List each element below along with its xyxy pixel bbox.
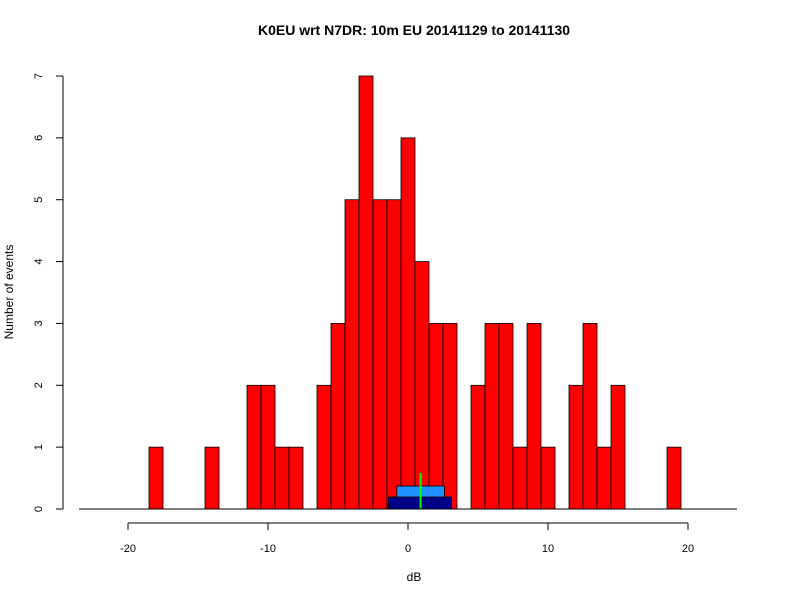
summary-markers [387, 473, 452, 510]
y-tick-label: 0 [33, 506, 45, 512]
y-tick-label: 1 [33, 444, 45, 450]
histogram-bar [414, 261, 430, 510]
x-tick-label: 0 [405, 543, 411, 555]
histogram-bar [316, 384, 332, 510]
x-axis-label: dB [407, 570, 422, 584]
histogram-bar [428, 323, 444, 510]
histogram-bar [512, 446, 528, 510]
histogram-bar [498, 323, 514, 510]
y-tick-label: 2 [33, 382, 45, 388]
histogram-bar [442, 323, 458, 510]
histogram-bar [330, 323, 346, 510]
histogram-bar [666, 446, 682, 510]
y-axis-label: Number of events [2, 245, 16, 340]
histogram-bar [344, 199, 360, 510]
x-tick-label: -10 [260, 543, 276, 555]
histogram-bar [148, 446, 164, 510]
histogram-bar [540, 446, 556, 510]
x-tick-label: -20 [120, 543, 136, 555]
histogram-bar [260, 384, 276, 510]
histogram-bar [526, 323, 542, 510]
histogram-bar [610, 384, 626, 510]
histogram-bar [204, 446, 220, 510]
x-tick-label: 10 [542, 543, 554, 555]
y-tick-label: 3 [33, 320, 45, 326]
y-tick-label: 6 [33, 135, 45, 141]
bars-group [148, 75, 682, 510]
y-tick-label: 7 [33, 73, 45, 79]
histogram-bar [568, 384, 584, 510]
histogram-bar [274, 446, 290, 510]
histogram-bar [288, 446, 304, 510]
histogram-bar [246, 384, 262, 510]
y-tick-label: 4 [33, 259, 45, 265]
histogram-bar [484, 323, 500, 510]
chart-title: K0EU wrt N7DR: 10m EU 20141129 to 201411… [258, 22, 570, 38]
histogram-bar [596, 446, 612, 510]
y-tick-label: 5 [33, 197, 45, 203]
y-axis: 0 1 2 3 4 5 6 7 [33, 73, 64, 512]
histogram-bar [386, 199, 402, 510]
x-axis: -20 -10 0 10 20 [79, 508, 737, 555]
histogram-bar [470, 384, 486, 510]
histogram-bar [358, 75, 374, 510]
x-tick-label: 20 [682, 543, 694, 555]
histogram-bar [372, 199, 388, 510]
histogram-bar [400, 137, 416, 510]
histogram-bar [582, 323, 598, 510]
